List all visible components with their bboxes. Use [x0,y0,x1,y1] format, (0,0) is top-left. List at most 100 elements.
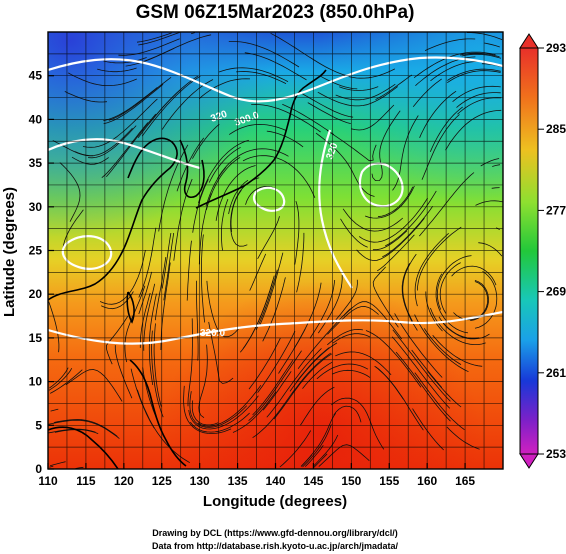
streamline [248,350,302,421]
streamline [474,271,498,329]
streamline [198,78,251,100]
streamline [299,386,335,426]
coastlines [48,69,327,469]
streamline [87,125,137,159]
streamline [232,391,277,433]
streamline [183,385,232,435]
streamline [478,242,503,257]
y-tick-label: 0 [35,462,42,476]
streamline [49,465,54,468]
streamline [340,218,368,248]
streamline [198,139,250,204]
coastline-taiwan [126,291,135,324]
x-axis-label: Longitude (degrees) [203,493,347,510]
x-tick-label: 110 [38,474,58,488]
streamline [313,434,339,467]
x-tick-label: 160 [417,474,437,488]
streamline [49,461,66,467]
streamline [141,75,201,137]
y-tick-label: 5 [35,418,42,432]
x-tick-label: 150 [341,474,361,488]
streamline [395,351,451,422]
streamline [294,200,300,265]
streamline [244,52,307,81]
streamline [412,78,442,108]
streamline [236,71,287,84]
streamline [200,234,205,323]
streamline [242,155,316,199]
streamline [436,255,472,310]
streamline [392,115,419,191]
streamline [461,53,502,59]
streamline [137,89,181,139]
streamline [356,218,425,261]
streamline [414,233,449,307]
streamline [296,232,305,293]
x-axis: 110 115 120 125 130 135 140 145 150 155 160 165 [38,463,475,488]
grid [48,32,503,469]
x-tick-label: 135 [228,474,248,488]
colorbar-tick-label: 285 [546,122,566,136]
streamline [439,262,461,314]
streamline [138,271,152,315]
streamline [218,67,289,82]
streamline [335,83,396,101]
streamline [480,158,500,167]
streamline [312,453,328,469]
streamline [333,405,362,423]
streamline [49,367,69,389]
streamline [315,132,375,197]
streamline [103,87,158,122]
streamline [371,110,401,182]
streamline [48,301,60,353]
streamline [62,209,84,253]
y-tick-label: 35 [29,156,43,170]
contour-south [48,310,503,345]
streamline [270,32,348,77]
streamline [401,263,418,331]
streamline [331,397,385,450]
streamline [192,179,209,233]
coastline-asia-mainland [48,137,178,301]
streamline [425,291,443,332]
streamline [192,123,220,159]
streamline [279,430,312,468]
streamline [358,197,428,243]
streamline [101,122,149,179]
streamline [173,178,193,261]
streamline [163,232,175,301]
streamline [153,323,162,407]
y-tick-label: 25 [29,244,43,258]
streamline [451,265,497,286]
coastline-korea [179,139,205,198]
credit-drawing: Drawing by DCL (https://www.gfd-dennou.o… [152,528,398,538]
streamline [59,162,81,222]
streamline [257,216,280,259]
streamline [251,103,321,133]
coastline-philippines [129,359,187,467]
streamline [103,83,164,125]
streamline [65,369,123,402]
streamline [317,86,398,107]
streamline [266,130,304,148]
streamline [300,454,313,467]
streamline [316,363,369,380]
streamline [391,336,451,409]
streamline [446,70,501,84]
streamline [351,104,395,131]
y-tick-label: 15 [29,331,43,345]
streamline [50,408,59,412]
streamline [414,314,469,373]
streamline [326,129,377,162]
streamline [456,92,501,108]
streamline [82,98,158,148]
contour-mid-west [48,138,201,170]
streamline [138,32,181,46]
streamline [364,185,415,219]
streamline [291,352,332,394]
y-tick-label: 45 [29,69,43,83]
streamline [71,156,109,165]
streamline [372,266,399,328]
streamline [187,318,193,407]
streamline [491,187,500,189]
